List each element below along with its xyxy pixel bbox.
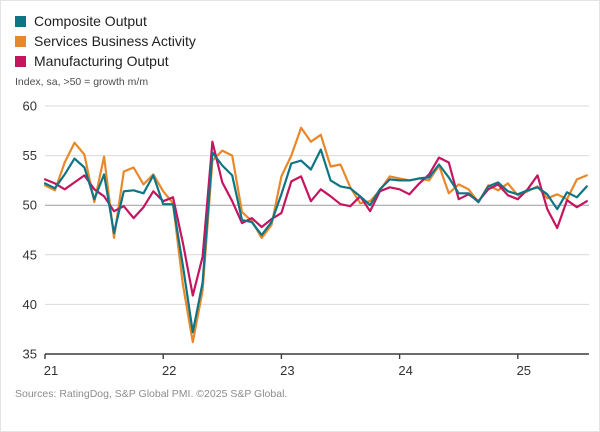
- legend-label-composite: Composite Output: [34, 13, 147, 29]
- y-axis-label: 45: [23, 247, 37, 262]
- source-note: Sources: RatingDog, S&P Global PMI. ©202…: [15, 388, 288, 400]
- y-axis-label: 40: [23, 297, 37, 312]
- x-axis-label: 24: [398, 363, 412, 378]
- services-swatch-icon: [15, 35, 26, 47]
- y-axis-label: 60: [23, 99, 37, 114]
- pmi-line-chart: 35 40 45 50 55 60 21 22 23 24 25: [23, 99, 589, 378]
- composite-swatch-icon: [15, 15, 26, 27]
- x-axis-label: 21: [44, 363, 58, 378]
- y-axis-label: 50: [23, 198, 37, 213]
- legend: Composite Output Services Business Activ…: [15, 11, 599, 71]
- manufacturing-output-line: [43, 140, 588, 297]
- y-axis-label: 35: [23, 347, 37, 362]
- legend-label-manufacturing: Manufacturing Output: [34, 53, 169, 69]
- legend-label-services: Services Business Activity: [34, 33, 196, 49]
- legend-item-composite: Composite Output: [15, 11, 599, 31]
- chart-subtitle: Index, sa, >50 = growth m/m: [15, 76, 149, 88]
- composite-output-line: [43, 148, 588, 334]
- legend-item-manufacturing: Manufacturing Output: [15, 51, 599, 71]
- y-axis-label: 55: [23, 148, 37, 163]
- manufacturing-swatch-icon: [15, 55, 26, 67]
- x-axis-label: 23: [280, 363, 294, 378]
- legend-item-services: Services Business Activity: [15, 31, 599, 51]
- x-axis-label: 22: [162, 363, 176, 378]
- services-business-activity-line: [43, 126, 588, 344]
- x-axis-label: 25: [517, 363, 531, 378]
